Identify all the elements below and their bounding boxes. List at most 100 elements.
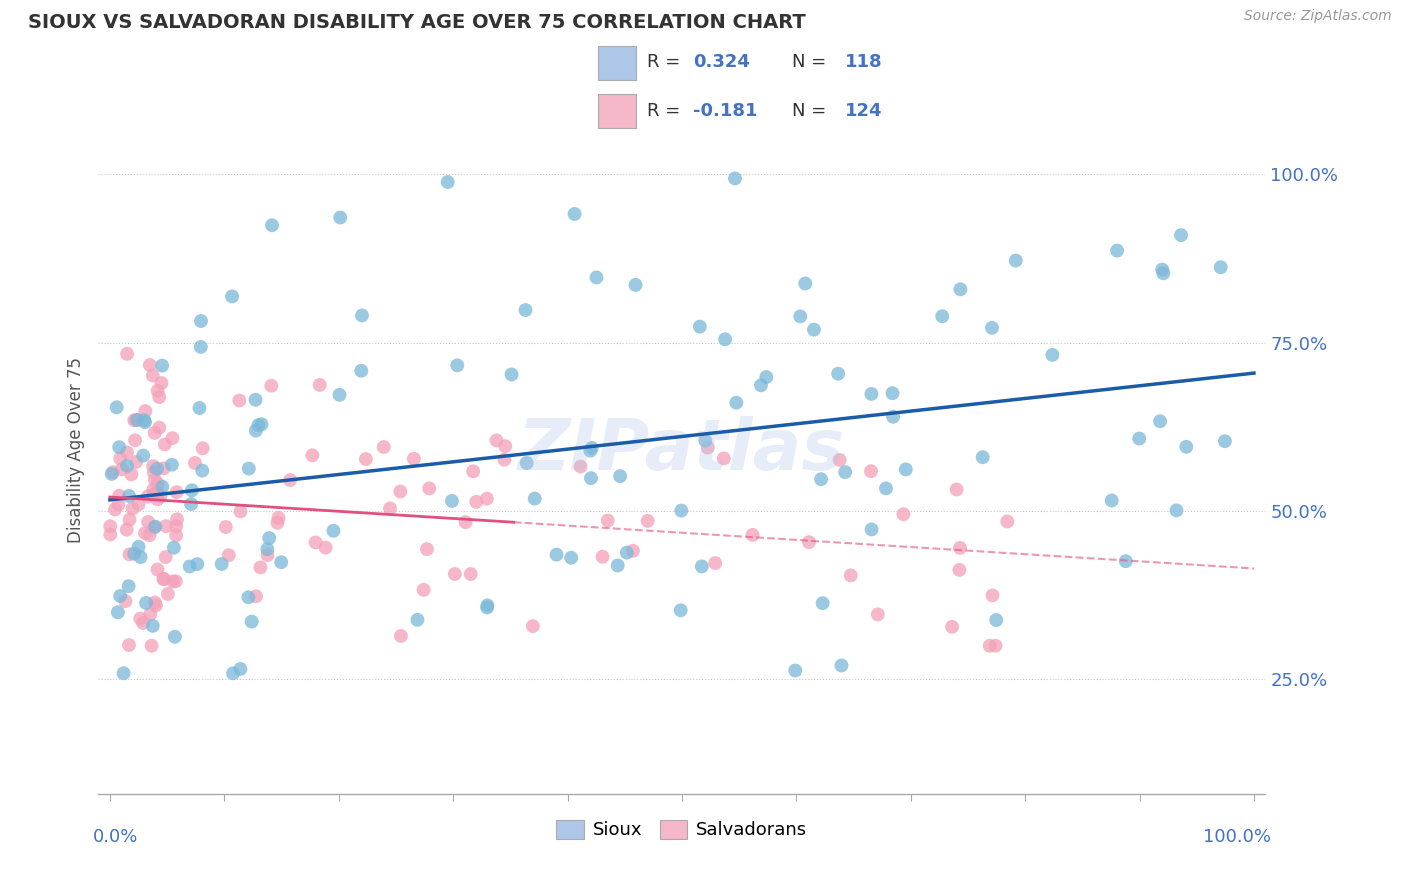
Text: Source: ZipAtlas.com: Source: ZipAtlas.com bbox=[1244, 9, 1392, 23]
Point bbox=[247, 418, 270, 433]
Point bbox=[725, 395, 748, 409]
Point bbox=[305, 535, 328, 549]
Legend: Sioux, Salvadorans: Sioux, Salvadorans bbox=[550, 813, 814, 847]
Point bbox=[166, 512, 188, 526]
Point bbox=[465, 495, 488, 509]
Point bbox=[104, 502, 127, 516]
Point bbox=[114, 594, 136, 608]
Point bbox=[136, 515, 159, 529]
Point bbox=[108, 489, 131, 503]
Point bbox=[406, 613, 429, 627]
Point bbox=[882, 409, 904, 424]
Point bbox=[443, 566, 465, 581]
Point bbox=[153, 461, 176, 475]
Point bbox=[931, 310, 953, 324]
Point bbox=[266, 516, 288, 530]
Point bbox=[592, 549, 614, 564]
Point bbox=[501, 368, 523, 382]
Point bbox=[218, 548, 240, 562]
Point bbox=[797, 535, 820, 549]
Point bbox=[984, 639, 1007, 653]
Point bbox=[143, 425, 166, 440]
Point bbox=[810, 472, 832, 486]
Point bbox=[107, 605, 129, 619]
Point bbox=[190, 314, 212, 328]
Point bbox=[146, 462, 169, 476]
Point bbox=[139, 607, 162, 621]
Bar bbox=[598, 45, 636, 79]
Point bbox=[454, 515, 477, 529]
Point bbox=[181, 483, 204, 498]
Point bbox=[418, 482, 440, 496]
Point bbox=[460, 567, 482, 582]
Point bbox=[546, 548, 568, 562]
Point bbox=[803, 323, 825, 337]
Point bbox=[136, 490, 159, 504]
Point bbox=[143, 473, 166, 487]
Point bbox=[755, 370, 778, 384]
Point bbox=[98, 519, 121, 533]
Point bbox=[695, 434, 717, 448]
Point bbox=[350, 309, 373, 323]
Point bbox=[860, 522, 883, 536]
Point bbox=[149, 489, 172, 503]
Point bbox=[184, 456, 207, 470]
Point bbox=[112, 666, 135, 681]
Point bbox=[153, 437, 176, 451]
Point bbox=[191, 442, 214, 456]
Point bbox=[949, 541, 972, 555]
Point bbox=[120, 467, 142, 482]
Point bbox=[135, 596, 157, 610]
Point bbox=[609, 469, 631, 483]
Point bbox=[637, 514, 659, 528]
Point bbox=[866, 607, 889, 622]
Point bbox=[162, 574, 184, 589]
Point bbox=[260, 219, 283, 233]
Point bbox=[475, 600, 498, 615]
Point bbox=[146, 476, 169, 491]
Point bbox=[127, 497, 149, 511]
Point bbox=[128, 540, 150, 554]
Point bbox=[569, 459, 592, 474]
Point bbox=[412, 582, 434, 597]
Point bbox=[1213, 434, 1236, 449]
Point bbox=[995, 515, 1018, 529]
Point bbox=[101, 465, 124, 479]
Point bbox=[190, 340, 212, 354]
Point bbox=[121, 501, 143, 516]
Text: ZIPatlas: ZIPatlas bbox=[519, 416, 845, 485]
Point bbox=[163, 630, 186, 644]
Point bbox=[228, 393, 250, 408]
Point bbox=[145, 599, 167, 613]
Point bbox=[110, 451, 132, 466]
Point bbox=[308, 378, 330, 392]
Point bbox=[1128, 432, 1150, 446]
Point bbox=[436, 175, 458, 189]
Text: N =: N = bbox=[792, 54, 832, 71]
Text: 0.324: 0.324 bbox=[693, 54, 749, 71]
Point bbox=[98, 527, 121, 541]
Point bbox=[146, 485, 169, 500]
Point bbox=[156, 587, 179, 601]
Text: R =: R = bbox=[647, 102, 686, 120]
Point bbox=[596, 514, 619, 528]
Point bbox=[621, 543, 644, 558]
Point bbox=[107, 498, 129, 512]
Point bbox=[1107, 244, 1129, 258]
Text: 124: 124 bbox=[845, 102, 883, 120]
Point bbox=[150, 376, 173, 390]
Point bbox=[477, 599, 499, 613]
Point bbox=[238, 461, 260, 475]
Point bbox=[515, 303, 537, 318]
Point bbox=[585, 270, 607, 285]
Point bbox=[129, 550, 152, 565]
Point bbox=[986, 613, 1008, 627]
Point bbox=[139, 358, 162, 372]
Point bbox=[125, 413, 148, 427]
Point bbox=[494, 452, 516, 467]
Point bbox=[475, 491, 498, 506]
Point bbox=[115, 523, 138, 537]
Point bbox=[741, 528, 763, 542]
Point bbox=[122, 413, 145, 427]
Point bbox=[146, 562, 169, 576]
